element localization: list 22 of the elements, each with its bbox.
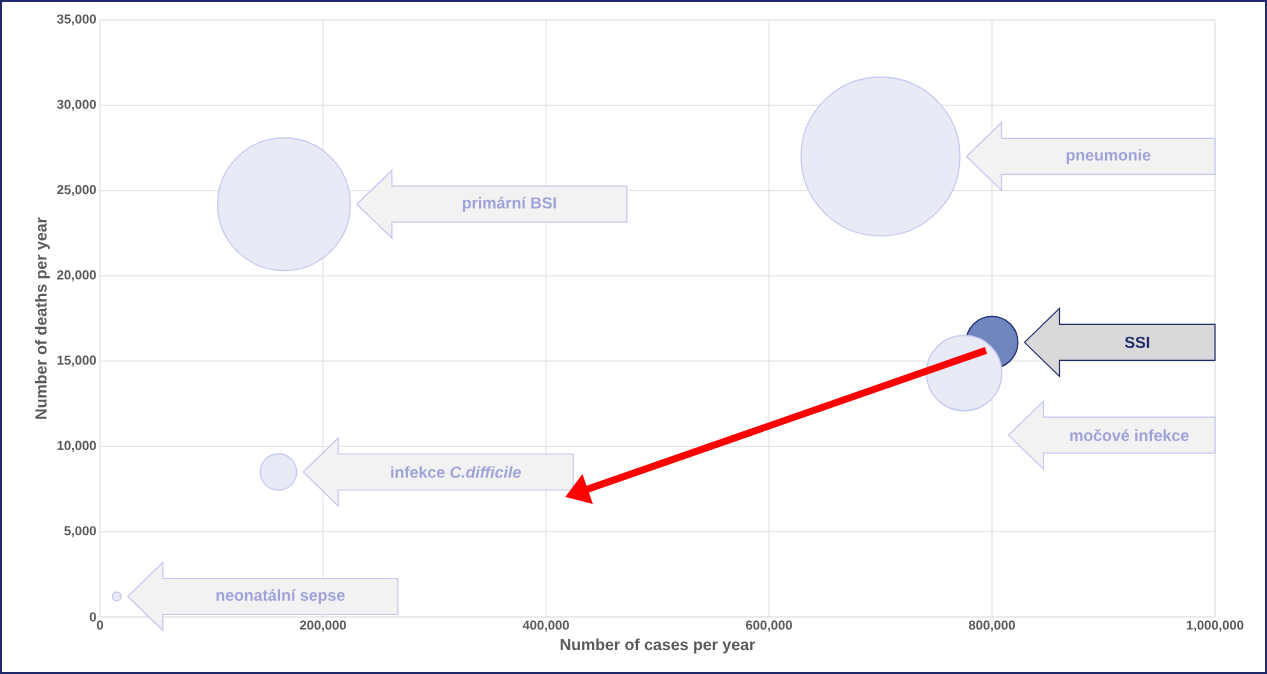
x-tick-label: 1,000,000 <box>1186 620 1244 632</box>
x-tick-label: 600,000 <box>745 620 792 632</box>
y-tick-label: 30,000 <box>57 99 96 111</box>
y-tick-label: 20,000 <box>57 270 96 282</box>
x-tick-label: 800,000 <box>968 620 1015 632</box>
x-tick-label: 0 <box>96 620 104 630</box>
text: močové infekce <box>1070 429 1189 442</box>
text: SSI <box>1124 336 1150 349</box>
y-tick-label: 0 <box>89 612 96 622</box>
text: infekce C.difficile <box>391 466 521 478</box>
y-tick-label: 35,000 <box>57 14 96 26</box>
text: neonatální sepse <box>216 588 345 605</box>
y-tick-label: 25,000 <box>57 185 96 197</box>
y-tick-label: 5,000 <box>64 526 96 538</box>
y-axis-title: Number of deaths per year <box>34 217 50 419</box>
text: primární BSI <box>462 196 556 212</box>
y-tick-label: 15,000 <box>57 355 96 367</box>
x-axis-title: Number of cases per year <box>560 638 756 654</box>
x-tick-label: 200,000 <box>299 620 346 632</box>
y-tick-label: 10,000 <box>57 440 96 452</box>
text: pneumonie <box>1066 148 1151 164</box>
x-tick-label: 400,000 <box>522 620 569 632</box>
